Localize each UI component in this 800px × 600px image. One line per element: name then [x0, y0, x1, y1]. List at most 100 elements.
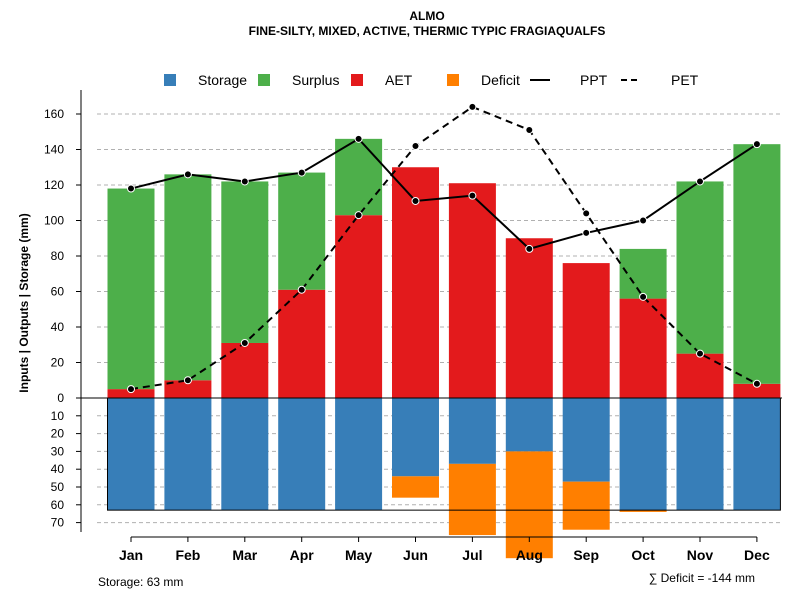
- bar-aet: [392, 167, 439, 398]
- bar-deficit: [619, 510, 667, 512]
- ppt-point: [639, 216, 648, 225]
- pet-point: [354, 211, 363, 220]
- legend-item-ppt: PPT: [530, 72, 608, 88]
- pet-point: [639, 292, 648, 301]
- ppt-point: [297, 168, 306, 177]
- x-tick-label: Jul: [462, 547, 482, 563]
- pet-point: [240, 338, 249, 347]
- bar-storage: [676, 398, 724, 511]
- bar-deficit: [392, 476, 439, 498]
- x-tick-label: Nov: [687, 547, 714, 563]
- legend-label: PET: [671, 72, 699, 88]
- legend-label: Deficit: [481, 72, 520, 88]
- bar-storage: [107, 398, 155, 511]
- bar-storage: [448, 398, 496, 464]
- y-tick-label: 30: [51, 444, 65, 458]
- y-tick-label: 0: [57, 391, 64, 405]
- bar-aet: [107, 389, 155, 398]
- pet-point: [752, 379, 761, 388]
- bar-deficit: [505, 451, 553, 559]
- bar-aet: [164, 380, 212, 398]
- legend-label: AET: [385, 72, 413, 88]
- y-tick-label: 50: [51, 480, 65, 494]
- y-tick-label: 60: [51, 285, 65, 299]
- legend-label: Storage: [198, 72, 247, 88]
- y-tick-label: 100: [44, 214, 64, 228]
- lines: [127, 102, 761, 394]
- chart-subtitle: FINE-SILTY, MIXED, ACTIVE, THERMIC TYPIC…: [249, 24, 606, 38]
- bar-storage: [733, 398, 781, 511]
- bar-aet: [505, 238, 553, 398]
- bar-aet: [733, 383, 781, 398]
- bar-surplus: [278, 172, 326, 290]
- x-tick-label: Oct: [631, 547, 655, 563]
- legend-item-surplus: Surplus: [258, 72, 339, 88]
- bar-storage: [221, 398, 269, 511]
- bar-storage: [562, 398, 610, 482]
- y-tick-label: 80: [51, 249, 65, 263]
- legend-item-aet: AET: [351, 72, 413, 88]
- bar-surplus: [733, 144, 781, 384]
- x-tick-label: Jan: [119, 547, 143, 563]
- bar-surplus: [164, 174, 212, 381]
- legend-item-deficit: Deficit: [447, 72, 520, 88]
- bar-surplus: [619, 248, 667, 299]
- x-tick-label: Sep: [573, 547, 599, 563]
- ppt-point: [468, 191, 477, 200]
- bar-storage: [164, 398, 212, 511]
- legend-item-pet: PET: [621, 72, 699, 88]
- y-tick-label: 40: [51, 320, 65, 334]
- bars: [107, 138, 781, 559]
- pet-point: [696, 349, 704, 358]
- legend-item-storage: Storage: [164, 72, 247, 88]
- legend-label: Surplus: [292, 72, 339, 88]
- ppt-point: [240, 177, 249, 186]
- bar-surplus: [107, 188, 155, 390]
- y-tick-label: 20: [51, 356, 65, 370]
- legend-swatch: [258, 74, 270, 86]
- ppt-point: [582, 228, 591, 237]
- bar-aet: [448, 183, 496, 398]
- bar-surplus: [676, 181, 724, 354]
- bar-storage: [619, 398, 667, 511]
- y-tick-label: 20: [51, 427, 65, 441]
- ppt-point: [127, 184, 135, 193]
- bar-aet: [562, 263, 610, 398]
- bar-aet: [619, 298, 667, 398]
- pet-point: [127, 385, 135, 394]
- legend-swatch: [164, 74, 176, 86]
- x-tick-label: Feb: [175, 547, 200, 563]
- x-tick-label: May: [345, 547, 372, 563]
- pet-point: [183, 376, 192, 385]
- ppt-point: [354, 134, 363, 143]
- x-tick-label: Aug: [516, 547, 543, 563]
- ppt-point: [183, 170, 192, 179]
- chart-title: ALMO: [409, 9, 444, 23]
- legend-swatch: [351, 74, 363, 86]
- y-tick-label: 160: [44, 107, 64, 121]
- x-tick-label: Dec: [744, 547, 770, 563]
- bar-storage: [335, 398, 383, 511]
- pet-point: [411, 141, 420, 150]
- y-tick-label: 10: [51, 409, 65, 423]
- deficit-note: ∑ Deficit = -144 mm: [649, 571, 755, 585]
- ppt-line: [130, 137, 758, 251]
- legend-swatch: [447, 74, 459, 86]
- legend: Storage Surplus AET Deficit PPT PET: [164, 72, 699, 88]
- bar-deficit: [562, 481, 610, 530]
- pet-point: [468, 102, 477, 111]
- ppt-point: [696, 177, 704, 186]
- x-tick-label: Jun: [403, 547, 428, 563]
- y-tick-label: 40: [51, 462, 65, 476]
- y-tick-label: 140: [44, 143, 64, 157]
- y-tick-label: 120: [44, 178, 64, 192]
- bar-surplus: [221, 181, 269, 343]
- storage-note: Storage: 63 mm: [98, 575, 183, 589]
- pet-line: [130, 105, 758, 391]
- y-axis-label: Inputs | Outputs | Storage (mm): [17, 213, 31, 392]
- pet-point: [297, 285, 306, 294]
- x-tick-label: Mar: [232, 547, 257, 563]
- legend-label: PPT: [580, 72, 608, 88]
- ppt-point: [525, 244, 534, 253]
